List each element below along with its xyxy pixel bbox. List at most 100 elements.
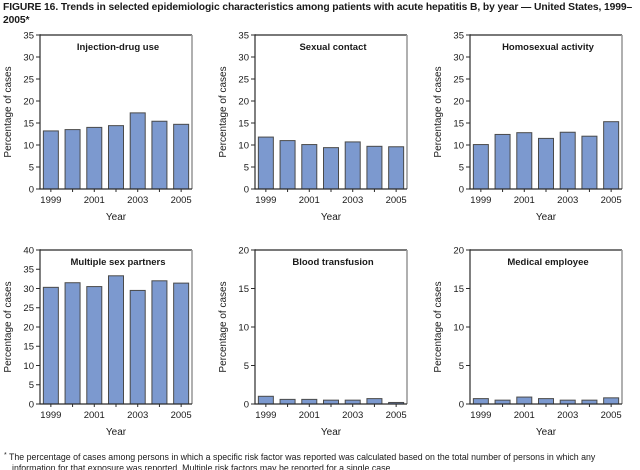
y-axis-label: Percentage of cases	[218, 282, 229, 373]
x-axis-label: Year	[536, 427, 557, 438]
y-tick-label: 35	[23, 30, 34, 41]
y-tick-label: 5	[244, 361, 249, 372]
chart-canvas-blood-transfusion: 0 5 10 15 20 1999 2001 2003 2005 Blood transfusio…	[218, 245, 408, 438]
y-tick-label: 10	[238, 140, 249, 151]
chart-canvas-medical-employee: 0 5 10 15 20 1999 2001 2003 2005 Medical employee…	[433, 245, 623, 438]
bar-2000	[494, 134, 511, 190]
bar-2004	[366, 145, 383, 190]
y-tick-label: 20	[23, 96, 34, 107]
x-axis-label: Year	[106, 212, 127, 223]
y-tick-label: 15	[453, 284, 464, 295]
x-tick-label: 2003	[557, 410, 578, 421]
y-tick-label: 25	[453, 74, 464, 85]
bar-2001	[301, 398, 318, 405]
y-tick-label: 10	[23, 361, 34, 372]
x-tick-label: 1999	[40, 195, 61, 206]
y-tick-label: 40	[23, 245, 34, 256]
x-tick-label: 2005	[171, 410, 192, 421]
x-tick-label: 2005	[601, 195, 622, 206]
x-axis-label: Year	[536, 212, 557, 223]
bar-2002	[108, 125, 124, 190]
y-tick-label: 20	[453, 96, 464, 107]
x-tick-label: 1999	[40, 410, 61, 421]
chart-medical-employee: 0 5 10 15 20 1999 2001 2003 2005 Medical employee…	[430, 245, 640, 446]
y-axis-label: Percentage of cases	[433, 67, 444, 158]
footnote-marker: *	[4, 452, 7, 460]
x-tick-label: 2003	[127, 195, 148, 206]
x-tick-label: 1999	[255, 195, 276, 206]
y-tick-label: 5	[459, 361, 464, 372]
bar-1999	[42, 286, 59, 405]
y-tick-label: 15	[238, 284, 249, 295]
bar-2005	[173, 123, 190, 190]
chart-title: Injection-drug use	[77, 42, 159, 53]
y-tick-label: 0	[244, 184, 249, 195]
bar-1999	[472, 398, 489, 405]
bar-2001	[86, 126, 103, 190]
y-tick-label: 5	[29, 380, 34, 391]
y-tick-label: 15	[238, 118, 249, 129]
y-tick-label: 25	[238, 74, 249, 85]
bar-2005	[603, 397, 620, 405]
bar-2000	[64, 282, 81, 405]
bar-2004	[581, 135, 598, 190]
chart-title: Sexual contact	[299, 42, 367, 53]
y-tick-label: 15	[23, 342, 34, 353]
y-tick-label: 5	[244, 162, 249, 173]
x-tick-label: 2003	[127, 410, 148, 421]
y-tick-label: 5	[29, 162, 34, 173]
y-axis-label: Percentage of cases	[218, 67, 229, 158]
chart-injection-drug-use: 0 5 10 15 20 25 30 35 1999 2001 2003 2005 Injection-…	[0, 30, 210, 231]
y-tick-label: 35	[23, 265, 34, 276]
y-tick-label: 20	[238, 96, 249, 107]
y-tick-label: 25	[23, 74, 34, 85]
y-tick-label: 20	[453, 245, 464, 256]
y-tick-label: 30	[238, 52, 249, 63]
y-tick-label: 10	[453, 322, 464, 333]
y-tick-label: 35	[453, 30, 464, 41]
chart-title: Multiple sex partners	[70, 257, 165, 268]
bar-1999	[257, 136, 274, 190]
bar-2001	[301, 144, 318, 190]
x-tick-label: 2005	[386, 410, 407, 421]
y-axis-label: Percentage of cases	[433, 282, 444, 373]
chart-canvas-sexual-contact: 0 5 10 15 20 25 30 35 1999 2001 2003 2005 Sexual con…	[218, 30, 408, 223]
bar-2003	[344, 141, 361, 190]
bar-2005	[603, 121, 620, 190]
bar-2002	[323, 147, 339, 190]
x-tick-label: 2001	[514, 410, 535, 421]
y-tick-label: 30	[23, 284, 34, 295]
bar-2003	[129, 112, 146, 190]
y-tick-label: 10	[23, 140, 34, 151]
y-tick-label: 10	[238, 322, 249, 333]
bar-2000	[64, 129, 81, 190]
y-tick-label: 10	[453, 140, 464, 151]
bar-2002	[538, 137, 554, 190]
x-tick-label: 1999	[470, 410, 491, 421]
y-axis-label: Percentage of cases	[3, 282, 14, 373]
footnote: * The percentage of cases among persons …	[4, 452, 636, 470]
bar-2000	[279, 398, 296, 405]
y-tick-label: 5	[459, 162, 464, 173]
x-tick-label: 2005	[601, 410, 622, 421]
bar-2004	[151, 280, 168, 405]
x-tick-label: 2001	[84, 410, 105, 421]
y-tick-label: 0	[29, 184, 34, 195]
x-tick-label: 2003	[342, 410, 363, 421]
y-tick-label: 35	[238, 30, 249, 41]
x-tick-label: 2001	[299, 195, 320, 206]
y-tick-label: 30	[453, 52, 464, 63]
chart-canvas-homosexual-activity: 0 5 10 15 20 25 30 35 1999 2001 2003 2005 Homosexual…	[433, 30, 623, 223]
bar-1999	[42, 130, 59, 190]
bar-2005	[388, 146, 405, 190]
bar-2005	[173, 282, 190, 405]
x-tick-label: 1999	[470, 195, 491, 206]
bar-2001	[516, 396, 533, 405]
y-tick-label: 0	[244, 399, 249, 410]
bar-2001	[516, 132, 533, 190]
x-axis-label: Year	[106, 427, 127, 438]
chart-grid: 0 5 10 15 20 25 30 35 1999 2001 2003 2005 Injection-…	[0, 30, 640, 446]
chart-sexual-contact: 0 5 10 15 20 25 30 35 1999 2001 2003 2005 Sexual con…	[215, 30, 425, 231]
x-axis-label: Year	[321, 212, 342, 223]
x-tick-label: 2003	[557, 195, 578, 206]
